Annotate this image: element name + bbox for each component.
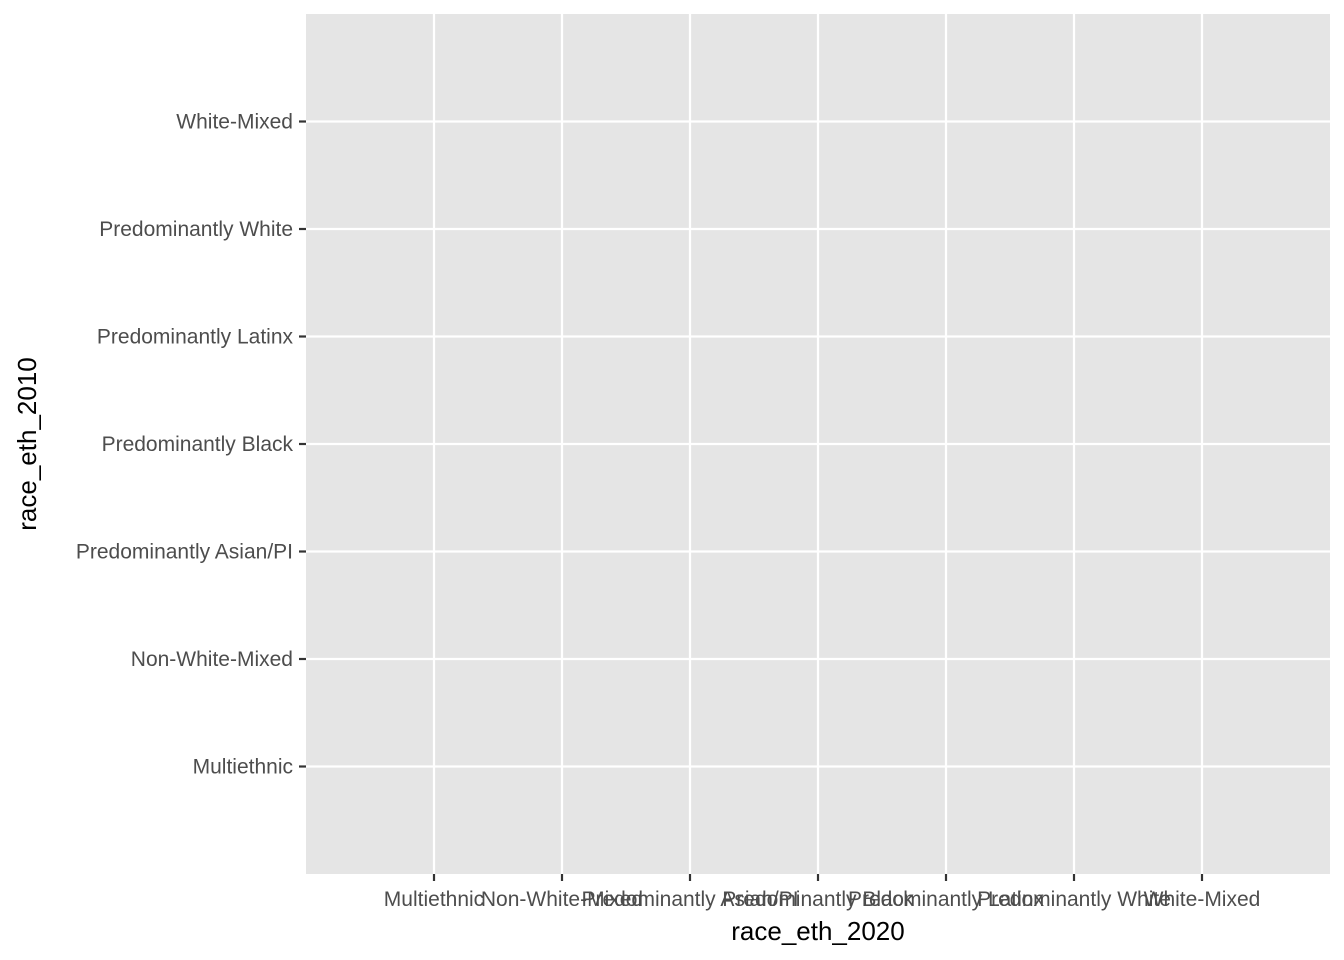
y-tick-label: Predominantly Black <box>102 433 294 456</box>
x-tick-label: Non-White-Mixed <box>481 888 643 911</box>
y-tick-label: Multiethnic <box>193 756 293 779</box>
y-tick-label: Non-White-Mixed <box>131 648 293 671</box>
y-axis: Multiethnic Non-White-Mixed Predominantly … <box>76 111 306 779</box>
x-axis: MultiethnicNon-White-MixedPredominantly … <box>384 874 1261 911</box>
x-tick-label: Predominantly Black <box>722 888 914 911</box>
x-tick-label: Predominantly Latinx <box>848 888 1045 911</box>
grid-lines <box>306 14 1330 874</box>
x-tick-label: Multiethnic <box>384 888 484 911</box>
y-axis-title: race_eth_2010 <box>12 357 42 530</box>
y-tick-label: Predominantly White <box>99 218 293 241</box>
y-tick-label: Predominantly Latinx <box>97 326 294 349</box>
x-tick-label: White-Mixed <box>1144 888 1261 911</box>
y-tick-label: Predominantly Asian/PI <box>76 541 293 564</box>
x-tick-label: Predominantly White <box>977 888 1171 911</box>
y-tick-label: White-Mixed <box>176 111 293 134</box>
x-tick-label: Predominantly Asian/PI <box>581 888 798 911</box>
x-axis-title: race_eth_2020 <box>731 916 904 946</box>
